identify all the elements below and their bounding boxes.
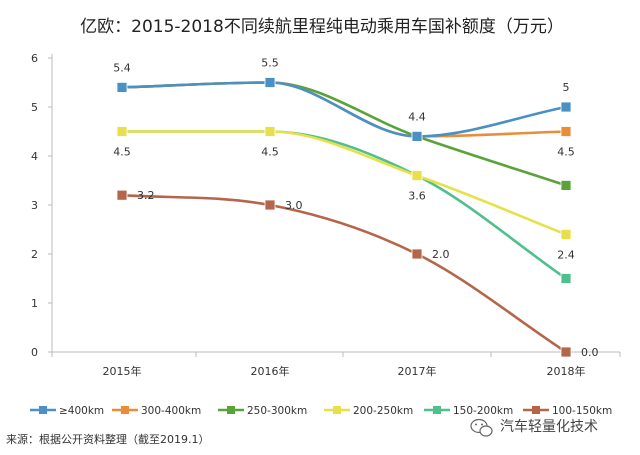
series-line xyxy=(122,130,567,236)
legend-label: 100-150km xyxy=(552,405,612,417)
data-point xyxy=(116,126,128,137)
data-point xyxy=(264,126,276,137)
data-point xyxy=(264,77,276,88)
data-label: 4.5 xyxy=(261,146,279,159)
data-label: 3.2 xyxy=(137,189,155,202)
data-point xyxy=(411,130,423,142)
series-line xyxy=(121,193,567,354)
data-point xyxy=(560,273,572,284)
y-tick-label: 0 xyxy=(31,346,38,359)
data-label: 5.4 xyxy=(113,61,131,74)
watermark-text: 汽车轻量化技术 xyxy=(500,418,598,435)
legend-item: 300-400km xyxy=(112,405,201,417)
legend: ≥400km 300-400km 250-300km 200-250km 150-200… xyxy=(30,405,612,417)
legend-swatch-marker xyxy=(532,406,540,414)
data-point xyxy=(264,199,276,211)
y-tick-label: 5 xyxy=(31,101,38,114)
series-200-250km xyxy=(116,126,572,240)
legend-label: ≥400km xyxy=(59,405,104,417)
data-point xyxy=(116,189,128,201)
y-tick-label: 1 xyxy=(31,297,38,310)
data-label: 4.4 xyxy=(408,110,426,123)
data-label: 3.0 xyxy=(285,199,303,212)
legend-swatch-marker xyxy=(227,406,235,414)
x-tick-label: 2016年 xyxy=(251,364,290,378)
axes: 0 1 2 3 4 5 6 2015年 2016年 2017年 2018年 xyxy=(31,52,621,378)
data-point xyxy=(560,228,572,240)
chart-title: 亿欧：2015-2018不同续航里程纯电动乘用车国补额度（万元） xyxy=(80,17,564,37)
y-tick-label: 3 xyxy=(31,199,38,212)
data-label: 4.5 xyxy=(557,146,575,159)
data-point xyxy=(560,346,572,358)
x-tick-label: 2017年 xyxy=(398,364,437,378)
legend-swatch-marker xyxy=(121,406,129,414)
wechat-icon xyxy=(470,418,493,437)
data-point xyxy=(411,248,423,260)
data-label: 5 xyxy=(563,81,570,94)
series-150-200km xyxy=(116,126,572,284)
y-tick-label: 6 xyxy=(31,52,38,65)
data-label: 3.6 xyxy=(408,190,426,203)
legend-swatch-marker xyxy=(333,406,341,414)
series-line xyxy=(121,81,567,138)
x-tick-label: 2018年 xyxy=(547,364,586,378)
legend-label: 150-200km xyxy=(453,405,513,417)
data-point xyxy=(411,170,423,182)
data-point xyxy=(560,101,572,113)
source-note: 来源：根据公开资料整理（截至2019.1） xyxy=(6,432,210,446)
legend-label: 250-300km xyxy=(247,405,307,417)
data-label: 2.0 xyxy=(432,248,450,261)
legend-item: 150-200km xyxy=(424,405,513,417)
data-label: 5.5 xyxy=(261,57,279,70)
y-tick-label: 4 xyxy=(31,150,38,163)
data-label: 0.0 xyxy=(581,346,599,359)
series-line xyxy=(122,130,567,280)
data-point xyxy=(116,82,128,93)
data-point xyxy=(560,179,572,191)
legend-item: 200-250km xyxy=(324,405,413,417)
x-tick-label: 2015年 xyxy=(103,364,142,378)
y-tick-label: 2 xyxy=(31,248,38,261)
watermark: 汽车轻量化技术 xyxy=(470,418,598,437)
series-100-150km xyxy=(116,189,572,358)
legend-label: 300-400km xyxy=(141,405,201,417)
legend-label: 200-250km xyxy=(353,405,413,417)
data-label: 4.5 xyxy=(113,146,131,159)
legend-item: ≥400km xyxy=(30,405,104,417)
legend-item: 250-300km xyxy=(218,405,307,417)
data-label: 2.4 xyxy=(557,248,575,261)
legend-swatch-marker xyxy=(433,406,441,414)
data-labels: 5.4 5.5 4.4 5 4.5 4.5 3.6 4.5 2.4 3.2 3.0 2.0 0.0 xyxy=(113,57,598,360)
legend-item: 100-150km xyxy=(523,405,612,417)
series-layer xyxy=(116,77,572,358)
legend-swatch-marker xyxy=(39,406,47,414)
data-point xyxy=(560,126,572,137)
series-≥400km xyxy=(116,77,572,142)
